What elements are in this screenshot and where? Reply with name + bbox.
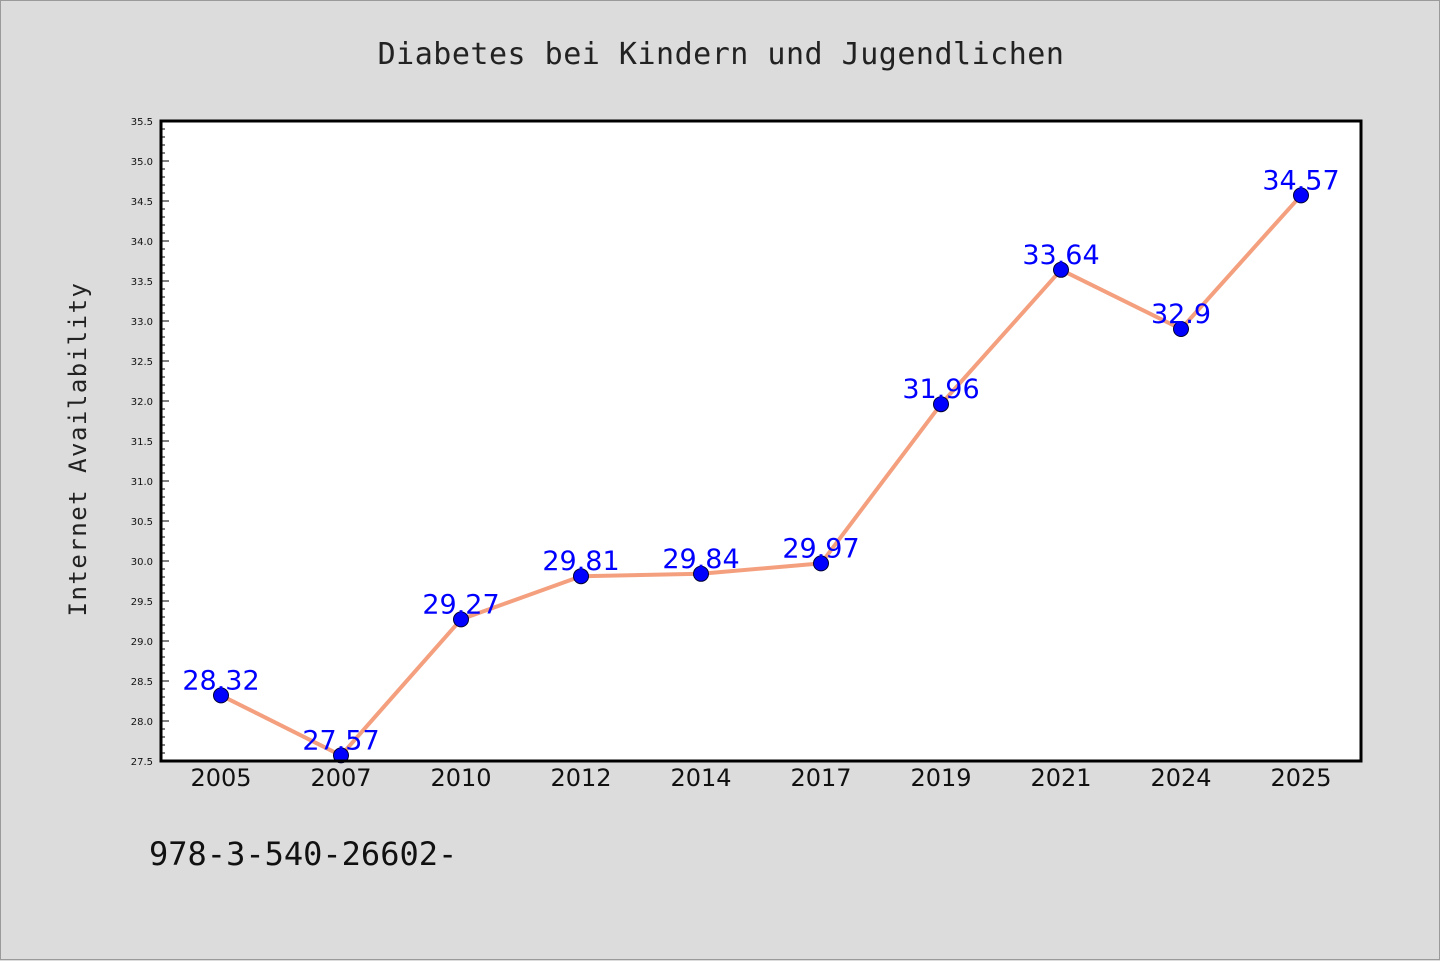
data-label: 32.9 bbox=[1151, 299, 1211, 330]
x-axis: 2005 2007 2010 2012 2014 2017 2019 2021 2024 2025 bbox=[190, 764, 1331, 792]
data-point-marker bbox=[933, 396, 949, 413]
y-tick-label: 32.5 bbox=[131, 357, 153, 368]
y-tick-label: 28.5 bbox=[131, 677, 153, 688]
plot-area bbox=[161, 121, 1361, 761]
footnote-text: 978-3-540-26602- bbox=[149, 835, 457, 873]
x-tick-label: 2025 bbox=[1270, 764, 1331, 792]
y-tick-label: 30.5 bbox=[131, 517, 153, 528]
data-label: 33.64 bbox=[1022, 240, 1099, 271]
data-label: 29.97 bbox=[782, 533, 859, 564]
series-line bbox=[219, 193, 1303, 758]
y-tick-label: 29.0 bbox=[131, 637, 153, 648]
x-tick-label: 2012 bbox=[550, 764, 611, 792]
y-tick-label: 35.0 bbox=[131, 157, 153, 168]
y-tick-label: 28.0 bbox=[131, 717, 153, 728]
data-label: 29.27 bbox=[422, 589, 499, 620]
y-tick-label: 33.0 bbox=[131, 317, 153, 328]
x-tick-label: 2010 bbox=[430, 764, 491, 792]
data-label: 28.32 bbox=[182, 665, 259, 696]
data-label: 29.84 bbox=[662, 544, 739, 575]
y-tick-label: 35.5 bbox=[131, 117, 153, 128]
y-tick-label: 29.5 bbox=[131, 597, 153, 608]
data-point-marker bbox=[693, 565, 709, 582]
chart-title: Diabetes bei Kindern und Jugendlichen bbox=[378, 37, 1065, 72]
y-axis-label: Internet Availability bbox=[64, 282, 92, 617]
data-label: 31.96 bbox=[902, 374, 979, 405]
y-tick-label: 30.0 bbox=[131, 557, 153, 568]
x-tick-label: 2017 bbox=[790, 764, 851, 792]
y-tick-label: 33.5 bbox=[131, 277, 153, 288]
x-tick-label: 2019 bbox=[910, 764, 971, 792]
y-tick-label: 34.5 bbox=[131, 197, 153, 208]
data-point-marker bbox=[1293, 187, 1309, 204]
y-tick-label: 32.0 bbox=[131, 397, 153, 408]
x-tick-label: 2024 bbox=[1150, 764, 1211, 792]
plot-frame bbox=[159, 119, 1363, 763]
x-tick-label: 2021 bbox=[1030, 764, 1091, 792]
data-point-marker bbox=[813, 555, 829, 572]
series-group: 28.32 27.57 29.27 29.81 29.84 29.97 31.96 33.64… bbox=[182, 165, 1340, 764]
data-point-marker bbox=[453, 611, 469, 628]
data-point-marker bbox=[1053, 261, 1069, 278]
x-tick-label: 2007 bbox=[310, 764, 371, 792]
data-label: 27.57 bbox=[302, 725, 379, 756]
data-point-marker bbox=[333, 747, 349, 764]
data-point-marker bbox=[573, 568, 589, 585]
data-label: 34.57 bbox=[1262, 165, 1339, 196]
data-point-marker bbox=[1173, 321, 1189, 337]
y-tick-label: 34.0 bbox=[131, 237, 153, 248]
y-tick-label: 27.5 bbox=[131, 757, 153, 768]
data-point-marker bbox=[213, 687, 229, 704]
y-tick-label: 31.0 bbox=[131, 477, 153, 488]
x-tick-label: 2005 bbox=[190, 764, 251, 792]
data-label: 29.81 bbox=[542, 546, 619, 577]
x-tick-label: 2014 bbox=[670, 764, 731, 792]
y-tick-label: 31.5 bbox=[131, 437, 153, 448]
